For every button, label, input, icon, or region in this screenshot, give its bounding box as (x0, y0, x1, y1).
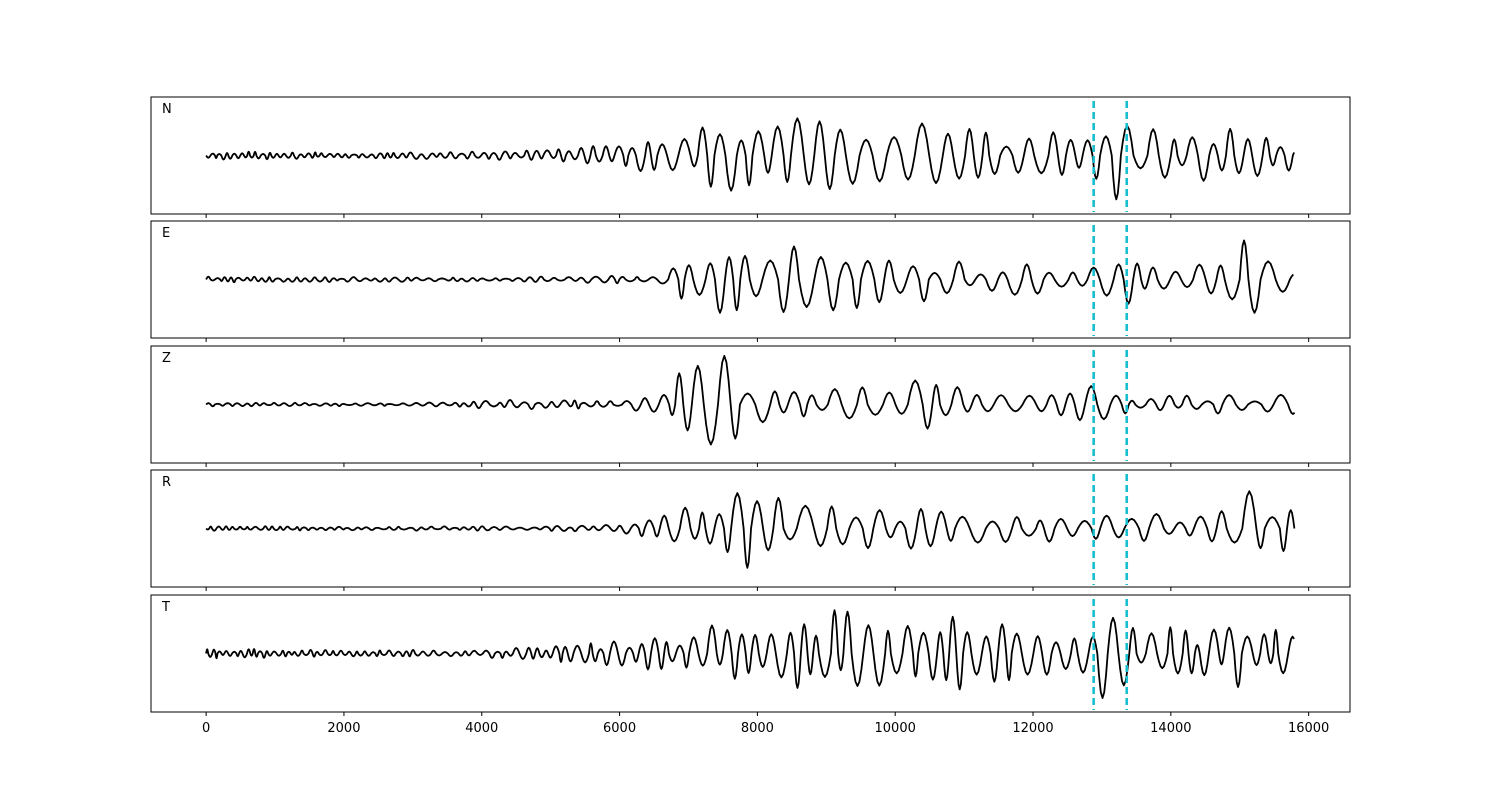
x-tick-label: 2000 (327, 721, 360, 736)
waveform-trace-e (205, 239, 1294, 314)
x-tick-label: 14000 (1150, 721, 1191, 736)
panel-frame (150, 469, 1351, 588)
panel-frame (150, 96, 1351, 215)
panel-label: N (162, 102, 172, 117)
panel-label: R (162, 475, 171, 490)
panel-frame (150, 594, 1351, 713)
x-tick-label: 16000 (1288, 721, 1329, 736)
x-tick-label: 10000 (875, 721, 916, 736)
panel-frame (150, 220, 1351, 339)
x-tick-label: 12000 (1012, 721, 1053, 736)
waveform-trace-n (205, 117, 1295, 201)
waveform-trace-z (205, 354, 1296, 446)
x-tick-label: 4000 (465, 721, 498, 736)
panel-e: E (150, 220, 1351, 342)
x-axis: 0 2000 4000 6000 8000 10000 12000 14000 16000 (202, 721, 1329, 736)
panel-n: N (150, 96, 1351, 218)
x-tick-label: 0 (202, 721, 210, 736)
x-tick-label: 8000 (741, 721, 774, 736)
panel-frame (150, 345, 1351, 464)
panel-label: T (161, 600, 170, 615)
panel-r: R (150, 469, 1351, 591)
panel-t: T (150, 594, 1351, 716)
x-tick-label: 6000 (603, 721, 636, 736)
waveform-trace-r (205, 490, 1296, 569)
panels-group: N E Z R T (150, 96, 1351, 716)
panel-label: Z (162, 351, 171, 366)
panel-z: Z (150, 345, 1351, 467)
panel-label: E (162, 226, 170, 241)
waveform-trace-t (205, 609, 1295, 699)
